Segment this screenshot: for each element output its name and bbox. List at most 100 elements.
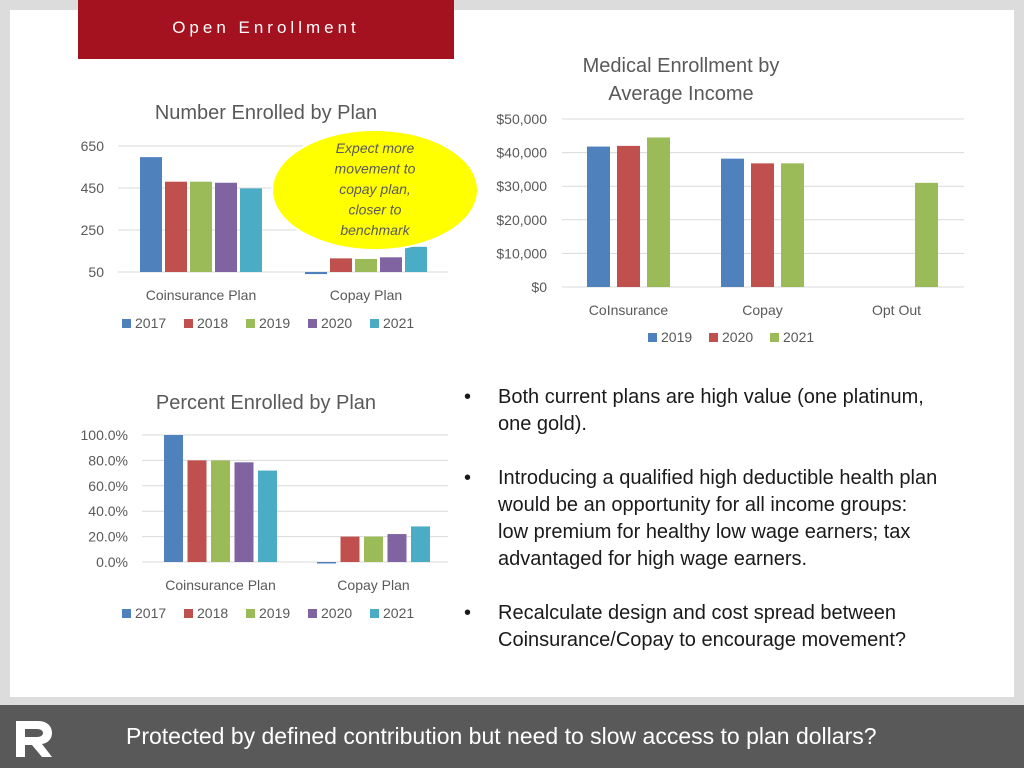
chart-title: Medical Enrollment by [583, 55, 780, 77]
legend-label: 2017 [135, 315, 166, 331]
chart-title: Percent Enrolled by Plan [156, 392, 376, 414]
footer-bar: Protected by defined contribution but ne… [0, 705, 1024, 768]
legend-label: 2019 [259, 315, 290, 331]
bar-2018-1 [340, 536, 360, 562]
bullet-text-line: would be an opportunity for all income g… [498, 494, 908, 516]
bar-2019-1 [364, 536, 383, 562]
legend-label: 2021 [783, 329, 814, 345]
y-tick-label: 40.0% [88, 503, 128, 519]
bar-2019-1 [721, 158, 744, 287]
bullet-item: • Introducing a qualified high deductible… [464, 465, 984, 573]
legend-swatch [308, 319, 317, 328]
y-tick-label: 20.0% [88, 529, 128, 545]
bullet-list: • Both current plans are high value (one … [464, 384, 984, 681]
y-tick-label: $10,000 [496, 245, 547, 261]
bar-2017-0 [164, 435, 183, 562]
bar-2017-1 [317, 562, 336, 564]
legend-swatch [648, 333, 657, 342]
bar-2019-1 [355, 258, 377, 272]
legend-swatch [122, 609, 131, 618]
bar-2020-1 [751, 163, 774, 287]
legend-swatch [184, 319, 193, 328]
y-tick-label: 80.0% [88, 452, 128, 468]
y-tick-label: 50 [88, 264, 104, 280]
legend-swatch [308, 609, 317, 618]
bar-2019-0 [211, 460, 230, 562]
bar-2021-2 [915, 182, 938, 287]
chart-title: Number Enrolled by Plan [155, 102, 377, 124]
y-tick-label: 60.0% [88, 478, 128, 494]
bar-2020-1 [380, 257, 402, 272]
bar-2021-1 [405, 246, 427, 272]
bar-2017-0 [140, 157, 162, 272]
legend-swatch [184, 609, 193, 618]
bullet-dot-icon: • [464, 602, 472, 624]
chart-title: Average Income [608, 83, 753, 105]
y-tick-label: 250 [81, 222, 105, 238]
x-category-label: Opt Out [872, 302, 921, 318]
legend-label: 2018 [197, 605, 228, 621]
bullet-item: • Recalculate design and cost spread betw… [464, 600, 984, 654]
legend-label: 2021 [383, 605, 414, 621]
legend-label: 2019 [259, 605, 290, 621]
legend-swatch [709, 333, 718, 342]
legend-swatch [122, 319, 131, 328]
legend-swatch [370, 319, 379, 328]
callout-text: copay plan, [339, 181, 411, 197]
bullet-text-line: one gold). [498, 413, 587, 435]
legend-label: 2020 [321, 315, 352, 331]
bullet-dot-icon: • [464, 467, 472, 489]
company-logo-icon [16, 721, 52, 757]
bar-2021-1 [781, 163, 804, 287]
x-category-label: Copay Plan [330, 287, 402, 303]
bar-2017-1 [305, 272, 327, 275]
header-title: Open Enrollment [172, 18, 360, 37]
bar-2020-0 [234, 462, 254, 562]
bullet-text-line: Recalculate design and cost spread betwe… [498, 602, 897, 624]
bullet-text-line: advantaged for high wage earners. [498, 548, 808, 570]
bar-2021-1 [411, 526, 430, 562]
x-category-label: CoInsurance [589, 302, 669, 318]
bar-2020-0 [215, 182, 237, 272]
bar-2021-0 [240, 188, 262, 272]
x-category-label: Copay Plan [337, 577, 409, 593]
y-tick-label: $30,000 [496, 178, 547, 194]
bar-2018-1 [330, 258, 352, 272]
x-category-label: Coinsurance Plan [146, 287, 257, 303]
bar-2018-0 [165, 181, 187, 272]
y-tick-label: $20,000 [496, 212, 547, 228]
legend-label: 2021 [383, 315, 414, 331]
header-banner: Open Enrollment [78, 0, 454, 59]
legend-label: 2020 [321, 605, 352, 621]
y-tick-label: 0.0% [96, 554, 128, 570]
bar-2019-0 [587, 146, 610, 287]
callout-text: Expect more [336, 140, 415, 156]
legend-label: 2018 [197, 315, 228, 331]
bullet-text-line: Coinsurance/Copay to encourage movement? [498, 629, 907, 651]
y-tick-label: 650 [81, 138, 105, 154]
legend-label: 2020 [722, 329, 753, 345]
legend-swatch [246, 319, 255, 328]
legend-swatch [246, 609, 255, 618]
bullet-text-line: Introducing a qualified high deductible … [498, 467, 938, 489]
bar-2020-0 [617, 145, 640, 287]
x-category-label: Coinsurance Plan [165, 577, 276, 593]
footer-text: Protected by defined contribution but ne… [126, 723, 877, 749]
y-tick-label: $0 [531, 279, 547, 295]
bullet-text-line: Both current plans are high value (one p… [498, 386, 924, 408]
callout-text: closer to [349, 202, 402, 218]
y-tick-label: 100.0% [81, 427, 128, 443]
y-tick-label: 450 [81, 180, 105, 196]
bullet-dot-icon: • [464, 386, 472, 408]
y-tick-label: $40,000 [496, 145, 547, 161]
bar-2020-1 [387, 534, 407, 562]
legend-swatch [770, 333, 779, 342]
bullet-text-line: low premium for healthy low wage earners… [498, 521, 911, 543]
bar-2021-0 [647, 137, 670, 287]
bullet-item: • Both current plans are high value (one … [464, 384, 984, 438]
legend-label: 2017 [135, 605, 166, 621]
callout-text: movement to [335, 161, 416, 177]
bar-2019-0 [190, 181, 212, 272]
callout-bubble [271, 129, 479, 251]
